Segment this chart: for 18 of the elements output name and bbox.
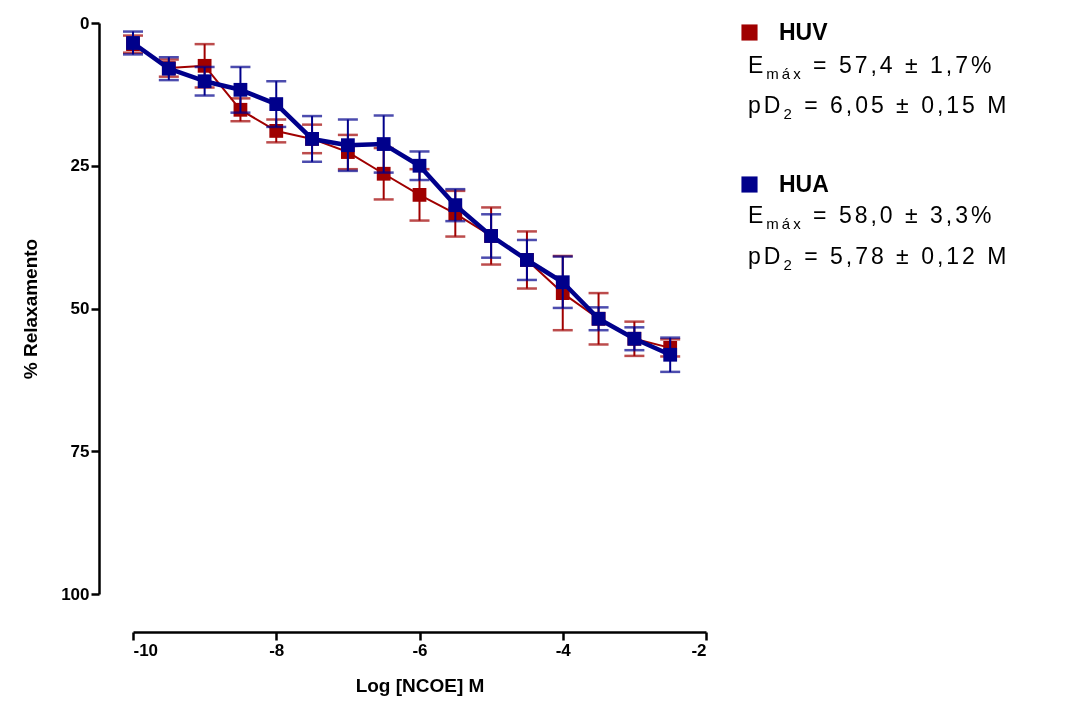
y-tick-label: 100 [61,584,90,604]
legend-label: HUV [779,18,829,45]
x-tick-label: -8 [269,640,285,660]
text: E$_{máx}$ = 58,0 ± 3,3% [748,202,995,232]
text: pD$_{2}$ = 6,05 ± 0,15 M [748,92,1010,122]
y-tick-label: 25 [70,156,90,176]
x-axis-title: Log [NCOE] M [355,674,485,696]
y-tick-label: 50 [70,299,90,318]
y-axis-title: % Relaxamento [20,238,42,380]
x-tick-label: -6 [412,640,428,660]
y-tick-label: 75 [70,441,90,461]
text: pD$_{2}$ = 5,78 ± 0,12 M [748,243,1010,273]
y-tick-label: 0 [80,13,90,33]
x-tick-label: -10 [133,640,159,660]
x-tick-label: -2 [691,640,707,660]
x-tick-label: -4 [555,640,572,660]
text: E$_{máx}$ = 57,4 ± 1,7% [748,52,995,82]
legend-label: HUA [779,170,829,197]
